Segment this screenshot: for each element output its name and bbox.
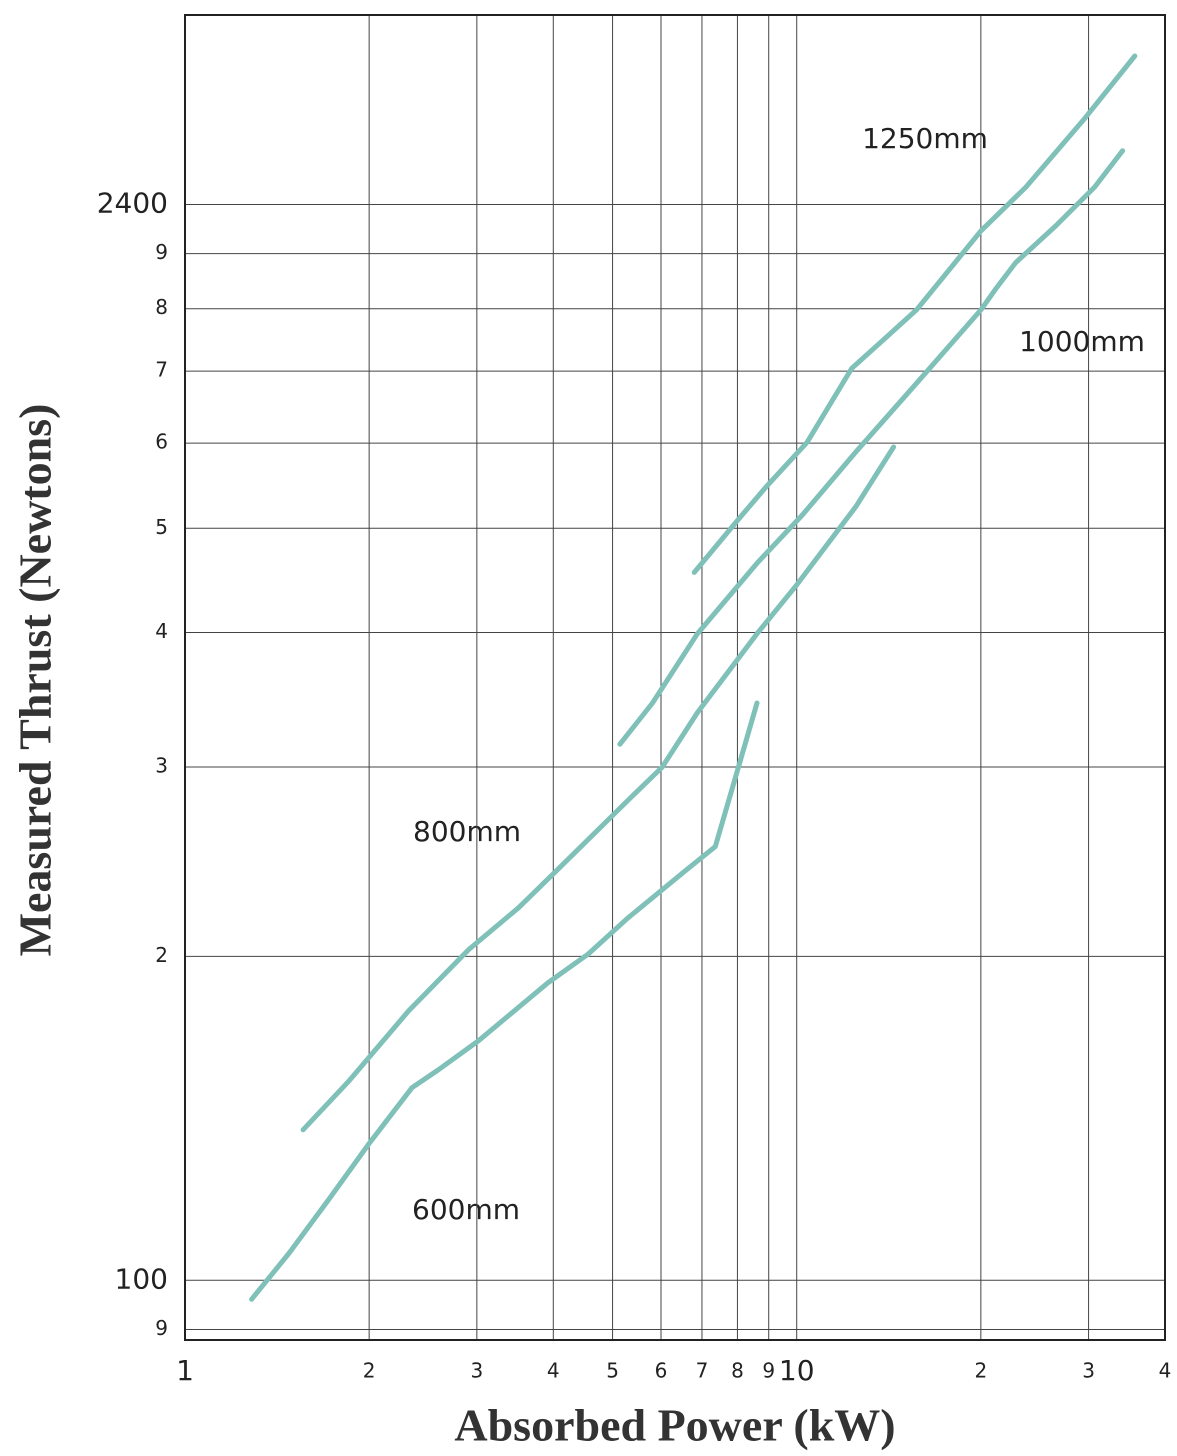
y-tick-label: 9 (155, 240, 168, 264)
plot-frame (184, 14, 1166, 1341)
curve-label: 1000mm (1019, 325, 1145, 358)
x-tick-label: 4 (547, 1359, 560, 1383)
x-tick-label: 9 (762, 1359, 775, 1383)
series-line (617, 148, 1126, 747)
x-tick-label: 2 (363, 1359, 376, 1383)
y-tick-label: 2 (155, 943, 168, 967)
y-tick-label: 6 (155, 430, 168, 454)
curve-label: 600mm (412, 1193, 520, 1226)
x-tick-label: 10 (779, 1354, 815, 1387)
x-tick-label: 3 (1082, 1359, 1095, 1383)
y-tick-label: 100 (115, 1262, 168, 1295)
y-tick-label: 2400 (97, 186, 168, 219)
curve-label: 1250mm (862, 122, 988, 155)
x-tick-label: 3 (470, 1359, 483, 1383)
y-tick-label: 4 (155, 619, 168, 643)
y-tick-label: 5 (155, 515, 168, 539)
series-line (300, 444, 897, 1133)
y-tick-label: 8 (155, 295, 168, 319)
series-line (249, 700, 760, 1302)
series-line (691, 53, 1138, 575)
curve-label: 800mm (413, 815, 521, 848)
x-tick-label: 6 (655, 1359, 668, 1383)
x-tick-label: 2 (974, 1359, 987, 1383)
x-tick-label: 4 (1159, 1359, 1172, 1383)
x-axis-title: Absorbed Power (kW) (454, 1400, 895, 1451)
x-tick-label: 7 (696, 1359, 709, 1383)
x-tick-label: 1 (176, 1354, 194, 1387)
x-tick-label: 5 (606, 1359, 619, 1383)
y-axis-title: Measured Thrust (Newtons) (10, 404, 61, 957)
y-tick-label: 7 (155, 358, 168, 382)
x-tick-label: 8 (731, 1359, 744, 1383)
y-tick-label: 9 (155, 1316, 168, 1340)
y-tick-label: 3 (155, 753, 168, 777)
